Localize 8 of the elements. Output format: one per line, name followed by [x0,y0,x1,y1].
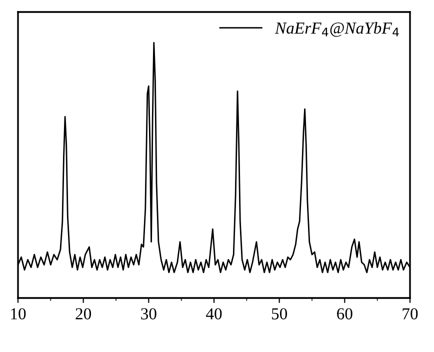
x-tick-label: 20 [76,308,92,320]
legend-label: NaErF$_{4}$@NaYbF$_{4}$ [274,22,399,37]
x-tick-label: 30 [141,308,156,320]
x-tick-label: 50 [272,308,288,320]
x-tick-label: 70 [402,308,418,320]
x-tick-label: 10 [11,308,26,320]
x-tick-label: 60 [337,308,352,320]
x-tick-label: 40 [206,308,222,320]
